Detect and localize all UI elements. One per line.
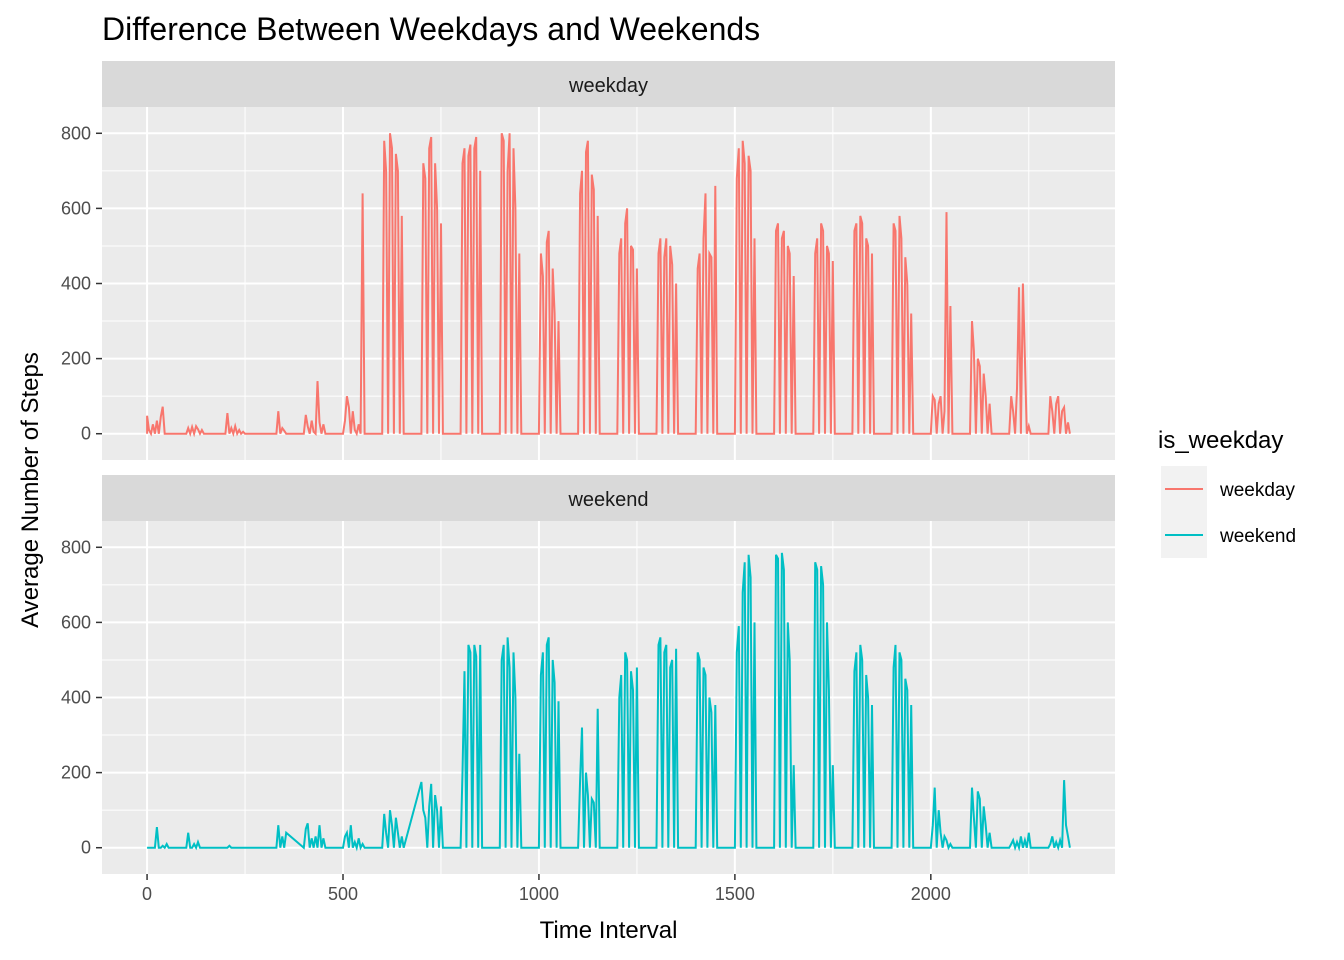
x-tick-label: 500: [328, 884, 358, 904]
strip-label-weekend: weekend: [567, 489, 648, 511]
legend-label-weekday: weekday: [1219, 480, 1295, 501]
series-line-weekday: [146, 133, 1071, 438]
y-tick-label: 0: [81, 838, 91, 858]
chart-title: Difference Between Weekdays and Weekends: [102, 11, 760, 47]
x-tick-label: 2000: [911, 884, 951, 904]
y-tick-label: 200: [61, 763, 91, 783]
legend-title: is_weekday: [1158, 427, 1283, 454]
strip-weekday: [102, 61, 1115, 107]
strip-weekend: [102, 475, 1115, 521]
legend: is_weekday weekday weekend: [1158, 427, 1296, 558]
y-axis-title: Average Number of Steps: [17, 352, 44, 628]
panel-weekday: weekday 0 200 400 600 800: [61, 61, 1115, 460]
legend-label-weekend: weekend: [1219, 526, 1296, 547]
x-tick-label: 1500: [715, 884, 755, 904]
y-tick-label: 400: [61, 274, 91, 294]
panel-weekend: weekend 0 200 400 600 800: [61, 475, 1115, 874]
y-axis-weekend: 0 200 400 600 800: [61, 537, 102, 858]
y-tick-label: 600: [61, 612, 91, 632]
strip-label-weekday: weekday: [568, 75, 648, 97]
y-tick-label: 800: [61, 123, 91, 143]
x-tick-label: 1000: [519, 884, 559, 904]
series-line-weekend: [147, 552, 1071, 852]
x-tick-label: 0: [142, 884, 152, 904]
x-axis: 0 500 1000 1500 2000: [142, 874, 951, 904]
y-tick-label: 200: [61, 349, 91, 369]
y-tick-label: 800: [61, 537, 91, 557]
y-axis-weekday: 0 200 400 600 800: [61, 123, 102, 444]
x-axis-title: Time Interval: [540, 917, 678, 944]
y-tick-label: 0: [81, 424, 91, 444]
y-tick-label: 400: [61, 688, 91, 708]
y-tick-label: 600: [61, 198, 91, 218]
